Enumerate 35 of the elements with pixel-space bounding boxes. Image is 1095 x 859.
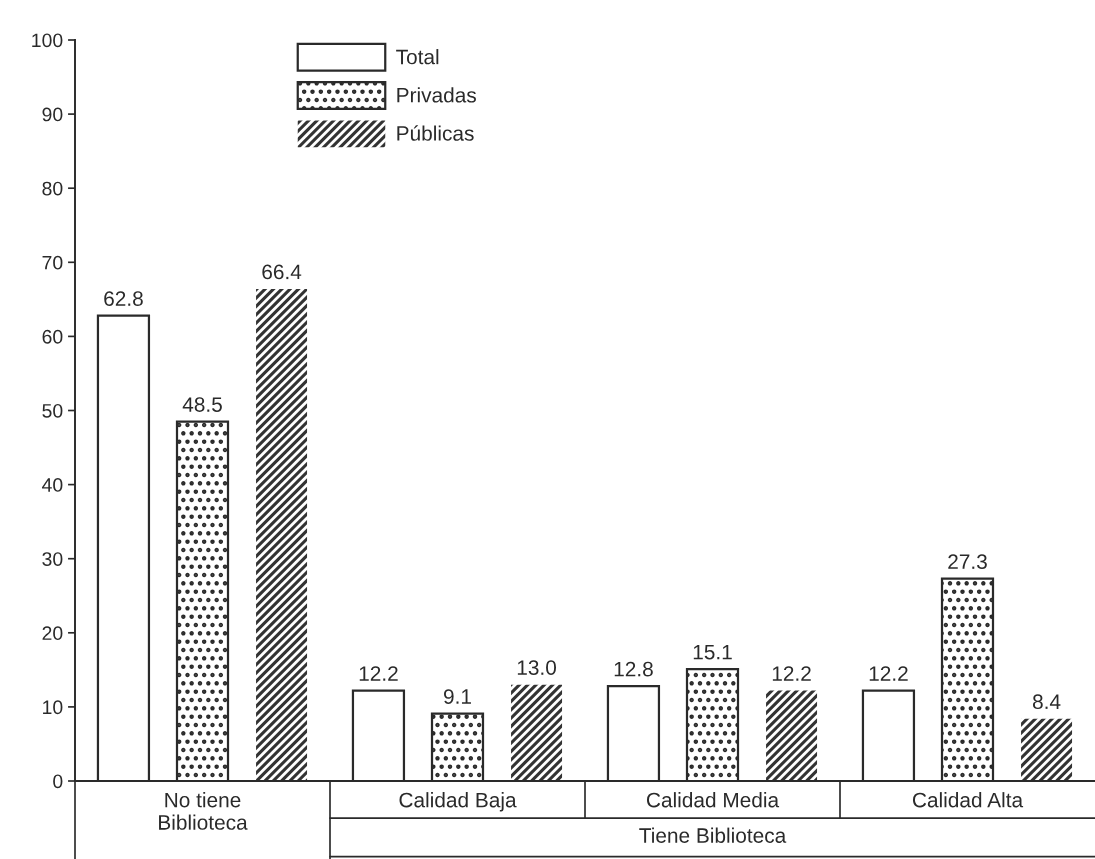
bar (511, 684, 563, 781)
data-label: 27.3 (948, 554, 987, 570)
legend-label: Privadas (397, 87, 476, 103)
y-tick-label: 30 (42, 552, 63, 566)
y-tick-label: 20 (42, 626, 63, 641)
bar (256, 288, 308, 781)
legend-label: Públicas (397, 125, 474, 141)
x-tick-label: Calidad Media (646, 792, 780, 808)
y-tick-label: 70 (42, 255, 63, 270)
bar (766, 690, 818, 781)
y-tick-label: 60 (42, 329, 63, 344)
data-label: 15.1 (693, 644, 732, 660)
data-label: 13.0 (517, 660, 557, 675)
bar (1021, 718, 1073, 781)
y-tick-label: 40 (42, 478, 63, 492)
text: Tiene Biblioteca (639, 827, 787, 843)
y-tick-label: 80 (42, 181, 63, 196)
y-tick-label: 10 (43, 700, 63, 715)
data-label: 8.4 (1032, 694, 1061, 710)
data-label: 48.5 (182, 397, 222, 412)
y-tick-label: 50 (42, 403, 63, 418)
data-label: 9.1 (444, 689, 471, 704)
data-label: 12.2 (772, 666, 811, 681)
x-tick-label: No tiene Biblioteca (159, 792, 248, 830)
y-tick-label: 0 (53, 774, 63, 789)
x-tick-label: Calidad Alta (912, 792, 1024, 808)
data-label: 12.8 (614, 661, 653, 677)
data-label: 12.2 (869, 666, 908, 681)
x-tick-label: Calidad Baja (399, 792, 517, 812)
data-label: 12.2 (359, 666, 398, 681)
legend-label: Total (396, 49, 439, 65)
data-label: 62.8 (104, 291, 143, 306)
y-tick-label: 100 (32, 33, 63, 48)
y-tick-label: 90 (42, 107, 63, 122)
data-label: 66.4 (262, 264, 302, 280)
